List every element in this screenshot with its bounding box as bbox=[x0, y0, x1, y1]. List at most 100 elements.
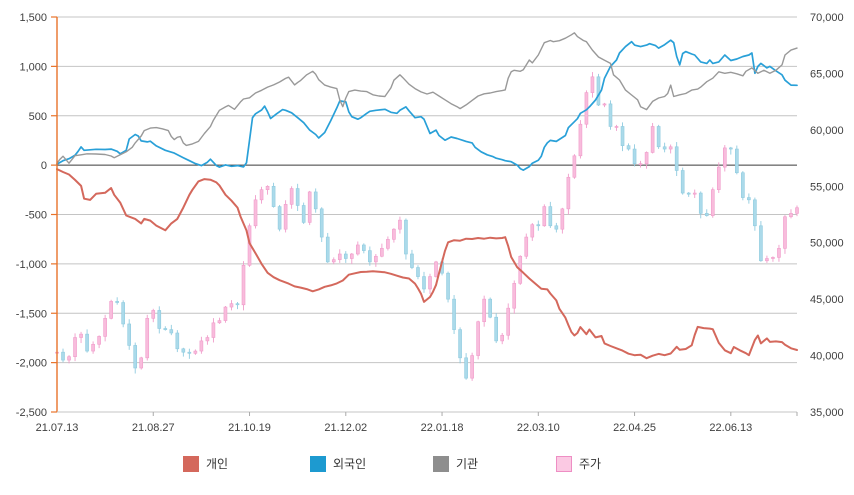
candle-down bbox=[686, 192, 691, 195]
left-axis: 1,500 1,000 500 0 -500 -1,000 -1,500 -2,000 -2,5… bbox=[16, 12, 58, 419]
candle-up bbox=[572, 155, 577, 178]
x-axis-label: 21.08.27 bbox=[132, 422, 175, 434]
legend-label-individual: 개인 bbox=[206, 457, 229, 471]
candle-down bbox=[410, 253, 414, 268]
candle-up bbox=[374, 255, 378, 263]
candle-down bbox=[494, 316, 498, 342]
legend-item-price[interactable]: 주가 bbox=[556, 455, 601, 473]
candle-up bbox=[789, 213, 793, 218]
price-candles-series bbox=[55, 72, 799, 381]
candle-up bbox=[199, 340, 204, 352]
candle-up bbox=[506, 307, 511, 336]
price-series-swatch bbox=[556, 456, 572, 472]
candle-up bbox=[79, 333, 83, 338]
x-axis-label: 21.12.02 bbox=[324, 422, 367, 434]
candle-up bbox=[103, 318, 107, 337]
candle-down bbox=[608, 103, 613, 127]
candle-up bbox=[151, 310, 156, 319]
candle-up bbox=[283, 204, 288, 230]
candle-up bbox=[476, 321, 480, 356]
candle-down bbox=[157, 310, 162, 329]
candle-up bbox=[644, 152, 649, 165]
candle-down bbox=[680, 170, 685, 194]
candle-down bbox=[319, 208, 324, 238]
candle-up bbox=[398, 219, 402, 230]
candle-up bbox=[650, 126, 655, 153]
candle-up bbox=[578, 123, 583, 157]
series-line-individual bbox=[56, 168, 798, 360]
foreigner-series-swatch bbox=[310, 456, 326, 472]
candle-down bbox=[187, 351, 192, 354]
candle-up bbox=[771, 257, 775, 259]
candle-up bbox=[392, 228, 396, 240]
candle-down bbox=[656, 126, 661, 148]
gridlines bbox=[57, 16, 797, 413]
candle-down bbox=[452, 298, 456, 330]
candle-up bbox=[253, 199, 258, 227]
legend-item-institution[interactable]: 기관 bbox=[433, 455, 478, 473]
candle-down bbox=[488, 298, 492, 318]
candle-down bbox=[698, 192, 703, 214]
left-axis-label: -1,500 bbox=[16, 308, 47, 320]
legend-label-institution: 기관 bbox=[456, 457, 479, 471]
candle-up bbox=[716, 166, 721, 190]
candle-down bbox=[295, 188, 300, 206]
right-axis-label: 45,000 bbox=[810, 294, 844, 306]
candle-up bbox=[67, 356, 71, 361]
candle-down bbox=[464, 357, 468, 379]
candle-up bbox=[542, 206, 547, 227]
candle-up bbox=[307, 191, 312, 223]
left-axis-label: -500 bbox=[25, 210, 47, 222]
candle-down bbox=[343, 253, 348, 259]
candle-up bbox=[73, 337, 77, 357]
candle-up bbox=[265, 185, 270, 190]
candle-up bbox=[380, 248, 384, 257]
left-axis-label: -1,000 bbox=[16, 259, 47, 271]
candle-up bbox=[356, 244, 360, 255]
candle-down bbox=[626, 145, 631, 150]
candle-up bbox=[524, 236, 529, 257]
candle-up bbox=[259, 189, 264, 201]
legend-item-foreigner[interactable]: 외국인 bbox=[310, 455, 366, 473]
candle-up bbox=[337, 253, 342, 260]
candle-down bbox=[416, 267, 420, 277]
candle-down bbox=[458, 329, 462, 359]
x-axis-label: 22.01.18 bbox=[421, 422, 464, 434]
candle-up bbox=[723, 147, 727, 168]
candle-down bbox=[741, 172, 745, 198]
candle-down bbox=[61, 351, 65, 361]
right-axis-label: 55,000 bbox=[810, 181, 844, 193]
candle-down bbox=[163, 328, 168, 330]
individual-series-swatch bbox=[183, 456, 199, 472]
candle-down bbox=[554, 225, 559, 230]
candle-up bbox=[668, 146, 673, 150]
candle-up bbox=[560, 208, 565, 230]
candle-up bbox=[428, 276, 432, 290]
candle-down bbox=[536, 224, 541, 227]
candle-up bbox=[530, 224, 535, 238]
legend-item-individual[interactable]: 개인 bbox=[183, 455, 228, 473]
candle-up bbox=[614, 126, 619, 128]
x-axis-label: 22.04.25 bbox=[613, 422, 656, 434]
candle-up bbox=[434, 261, 438, 277]
right-axis-label: 40,000 bbox=[810, 351, 844, 363]
x-axis-label: 21.07.13 bbox=[36, 422, 79, 434]
right-axis-labels: 70,000 65,000 60,000 55,000 50,000 45,000 40,0… bbox=[810, 12, 844, 419]
candle-up bbox=[512, 283, 517, 309]
x-axis-label: 22.03.10 bbox=[517, 422, 560, 434]
candle-down bbox=[446, 272, 450, 300]
candle-down bbox=[362, 244, 366, 251]
right-axis-label: 70,000 bbox=[810, 12, 844, 24]
candle-down bbox=[662, 146, 667, 150]
candle-up bbox=[97, 336, 101, 345]
candle-down bbox=[735, 148, 739, 174]
chart-legend: 개인 외국인 기관 주가 bbox=[0, 455, 854, 479]
legend-label-price: 주가 bbox=[579, 457, 602, 471]
candle-up bbox=[602, 103, 607, 106]
left-axis-label: -2,500 bbox=[16, 407, 47, 419]
candle-up bbox=[500, 334, 505, 342]
candle-up bbox=[289, 188, 294, 205]
x-axis: 21.07.13 21.08.27 21.10.19 21.12.02 22.01.18… bbox=[36, 411, 798, 434]
